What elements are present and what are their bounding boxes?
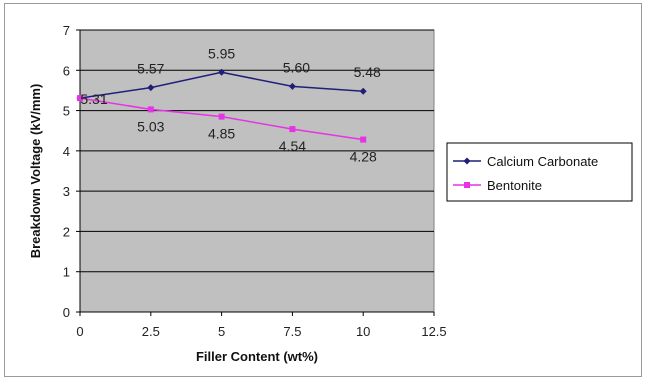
tick-labels: 0 1 2 3 4 5 6 7 0 2.5 5 7.5 10 12.5 bbox=[63, 23, 447, 339]
data-label: 5.57 bbox=[137, 61, 164, 77]
x-tick-label: 0 bbox=[76, 324, 83, 339]
plot-area bbox=[79, 29, 435, 313]
data-label: 5.60 bbox=[283, 59, 310, 75]
y-tick-label: 3 bbox=[63, 184, 70, 199]
data-point bbox=[360, 136, 367, 143]
x-tick-label: 2.5 bbox=[142, 324, 160, 339]
data-point bbox=[289, 126, 296, 133]
legend-label: Calcium Carbonate bbox=[487, 154, 598, 169]
y-tick-label: 2 bbox=[63, 224, 70, 239]
data-point bbox=[147, 106, 154, 113]
legend: Calcium Carbonate Bentonite bbox=[446, 142, 633, 202]
data-label: 5.48 bbox=[354, 64, 381, 80]
y-tick-label: 0 bbox=[63, 305, 70, 320]
data-point bbox=[359, 87, 367, 95]
y-tick-label: 6 bbox=[63, 63, 70, 78]
y-tick-label: 4 bbox=[63, 144, 70, 159]
data-labels: 5.31 5.57 5.95 5.60 5.48 5.03 4.85 4.54 4.28 bbox=[80, 45, 381, 164]
grid-lines bbox=[80, 29, 434, 273]
x-tick-label: 7.5 bbox=[283, 324, 301, 339]
series-layer bbox=[76, 68, 367, 143]
data-label: 5.31 bbox=[80, 91, 107, 107]
data-point bbox=[147, 84, 155, 92]
data-point bbox=[77, 95, 83, 102]
x-tick-label: 10 bbox=[356, 324, 370, 339]
legend-marker bbox=[463, 157, 471, 165]
data-label: 4.28 bbox=[350, 149, 377, 165]
data-point bbox=[288, 82, 296, 90]
y-tick-label: 1 bbox=[63, 265, 70, 280]
data-point bbox=[218, 68, 226, 76]
data-label: 5.03 bbox=[137, 118, 164, 134]
y-tick-label: 7 bbox=[63, 23, 70, 38]
legend-box bbox=[446, 142, 633, 202]
data-label: 4.85 bbox=[208, 126, 235, 142]
legend-marker bbox=[464, 182, 470, 188]
x-axis-title: Filler Content (wt%) bbox=[196, 349, 318, 364]
data-label: 4.54 bbox=[279, 138, 306, 154]
data-label: 5.95 bbox=[208, 45, 235, 61]
legend-label: Bentonite bbox=[487, 178, 542, 193]
axes bbox=[76, 29, 435, 316]
x-tick-label: 5 bbox=[218, 324, 225, 339]
data-point bbox=[218, 113, 225, 120]
y-tick-label: 5 bbox=[63, 104, 70, 119]
x-tick-label: 12.5 bbox=[421, 324, 446, 339]
y-axis-title: Breakdown Voltage (kV/mm) bbox=[28, 84, 43, 259]
